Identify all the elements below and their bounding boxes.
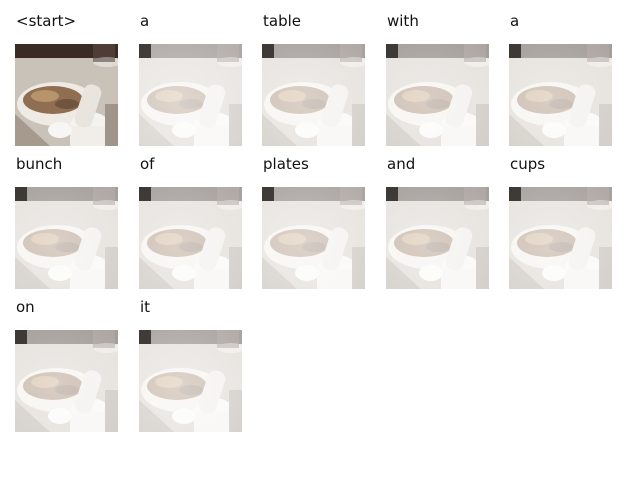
- caption-word: plates: [263, 155, 309, 173]
- attention-image: [139, 187, 242, 289]
- caption-step: it: [139, 298, 242, 432]
- caption-step: on: [15, 298, 118, 432]
- attention-image: [139, 44, 242, 146]
- caption-step: <start>: [15, 12, 118, 146]
- caption-step: a: [139, 12, 242, 146]
- attention-image: [15, 44, 118, 146]
- caption-word: a: [140, 12, 150, 30]
- caption-step: and: [386, 155, 489, 289]
- caption-word: of: [140, 155, 155, 173]
- caption-step: table: [262, 12, 365, 146]
- caption-word: cups: [510, 155, 546, 173]
- attention-image: [262, 44, 365, 146]
- caption-word: with: [387, 12, 419, 30]
- attention-image: [262, 187, 365, 289]
- caption-word: on: [16, 298, 35, 316]
- caption-word: table: [263, 12, 301, 30]
- attention-image: [15, 330, 118, 432]
- caption-word: and: [387, 155, 416, 173]
- caption-step: with: [386, 12, 489, 146]
- caption-step: plates: [262, 155, 365, 289]
- caption-step: a: [509, 12, 612, 146]
- caption-step: bunch: [15, 155, 118, 289]
- caption-step: of: [139, 155, 242, 289]
- attention-image: [15, 187, 118, 289]
- caption-step: cups: [509, 155, 612, 289]
- caption-word: it: [140, 298, 151, 316]
- caption-word: bunch: [16, 155, 63, 173]
- attention-image: [139, 330, 242, 432]
- attention-image: [386, 187, 489, 289]
- caption-word: <start>: [16, 12, 77, 30]
- caption-word: a: [510, 12, 520, 30]
- attention-image: [509, 187, 612, 289]
- attention-image: [386, 44, 489, 146]
- attention-image: [509, 44, 612, 146]
